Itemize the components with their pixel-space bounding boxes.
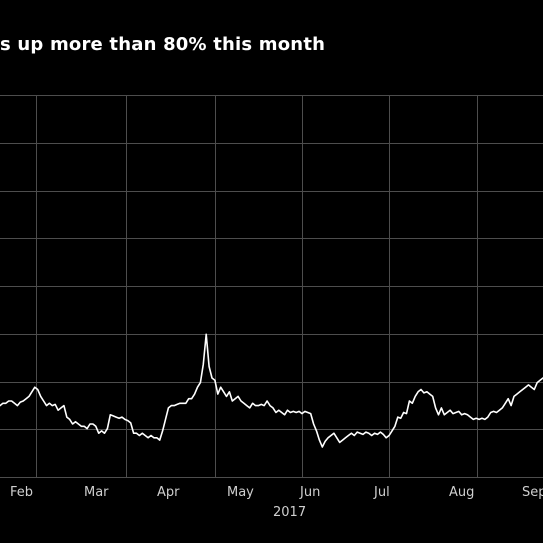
x-tick-label: May [227, 485, 254, 500]
grid [0, 95, 543, 478]
x-tick-label: Mar [84, 485, 109, 500]
chart-title: s up more than 80% this month [0, 34, 326, 55]
series-layer [0, 333, 543, 448]
year-label: 2017 [273, 505, 306, 520]
x-tick-label: Apr [157, 485, 180, 500]
x-tick-label: Feb [10, 485, 33, 500]
x-tick-label: Aug [449, 485, 474, 500]
series-line-0 [0, 333, 543, 448]
axis-labels: Feb Mar Apr May Jun Jul Aug Sep 2017 [10, 485, 543, 520]
x-tick-label: Jul [373, 485, 390, 500]
x-tick-label: Sep [522, 485, 543, 500]
x-tick-label: Jun [299, 485, 320, 500]
